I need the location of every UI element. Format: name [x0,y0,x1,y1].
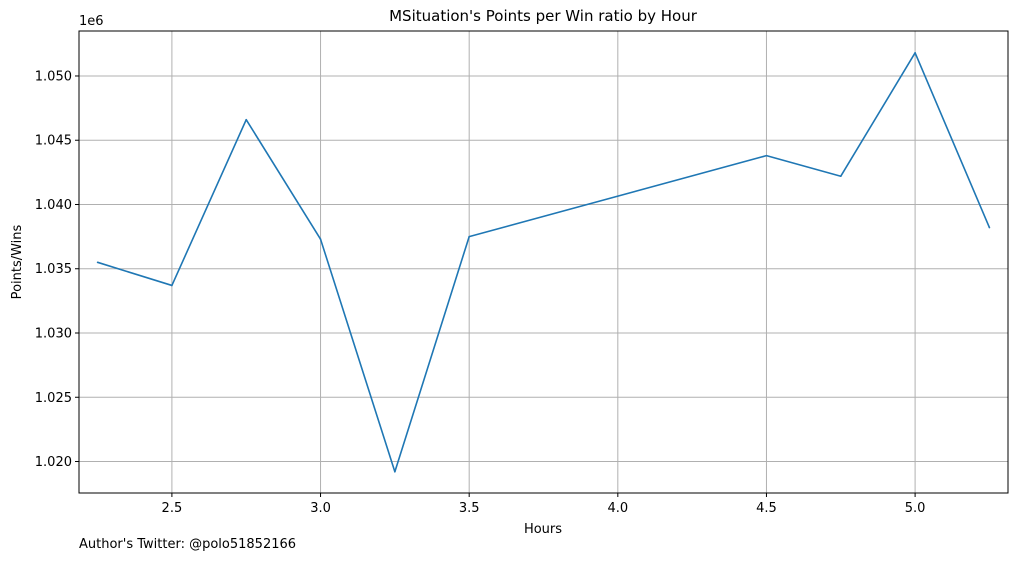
x-tick-label: 4.5 [756,501,777,516]
data-point [319,238,322,240]
data-point [171,284,173,287]
y-tick-label: 1.030 [35,327,72,342]
data-point [839,175,842,178]
ticks: 2.5 3.0 3.5 4.0 4.5 5.0 1.020 1.025 1.030 1.035 1.… [35,69,926,516]
y-tick-label: 1.020 [35,455,72,470]
plot-border [78,30,1009,494]
y-tick-label: 1.025 [35,391,72,406]
data-point [96,261,99,264]
x-tick-label: 3.5 [459,501,480,516]
plot-area [79,31,1008,493]
data-point [245,118,248,121]
y-axis-title: Points/Wins [10,224,25,299]
author-note: Author's Twitter: @polo51852166 [79,537,297,552]
y-offset-label: 1e6 [79,14,104,29]
series-layer [96,52,991,473]
series-line [97,52,991,473]
y-tick-label: 1.035 [35,262,72,277]
y-tick-label: 1.050 [35,69,72,84]
x-axis-title: Hours [524,522,562,537]
chart-title: MSituation's Points per Win ratio by Hou… [389,7,698,25]
data-point [468,235,470,238]
data-point [765,154,768,157]
y-tick-label: 1.040 [35,198,72,213]
data-point [394,470,396,473]
data-point [988,226,991,229]
x-tick-label: 2.5 [162,501,183,516]
x-tick-label: 5.0 [905,501,926,516]
grid [79,31,1008,493]
x-tick-label: 4.0 [607,501,628,516]
y-tick-label: 1.045 [35,134,72,149]
x-tick-label: 3.0 [310,501,331,516]
data-point [914,52,916,54]
